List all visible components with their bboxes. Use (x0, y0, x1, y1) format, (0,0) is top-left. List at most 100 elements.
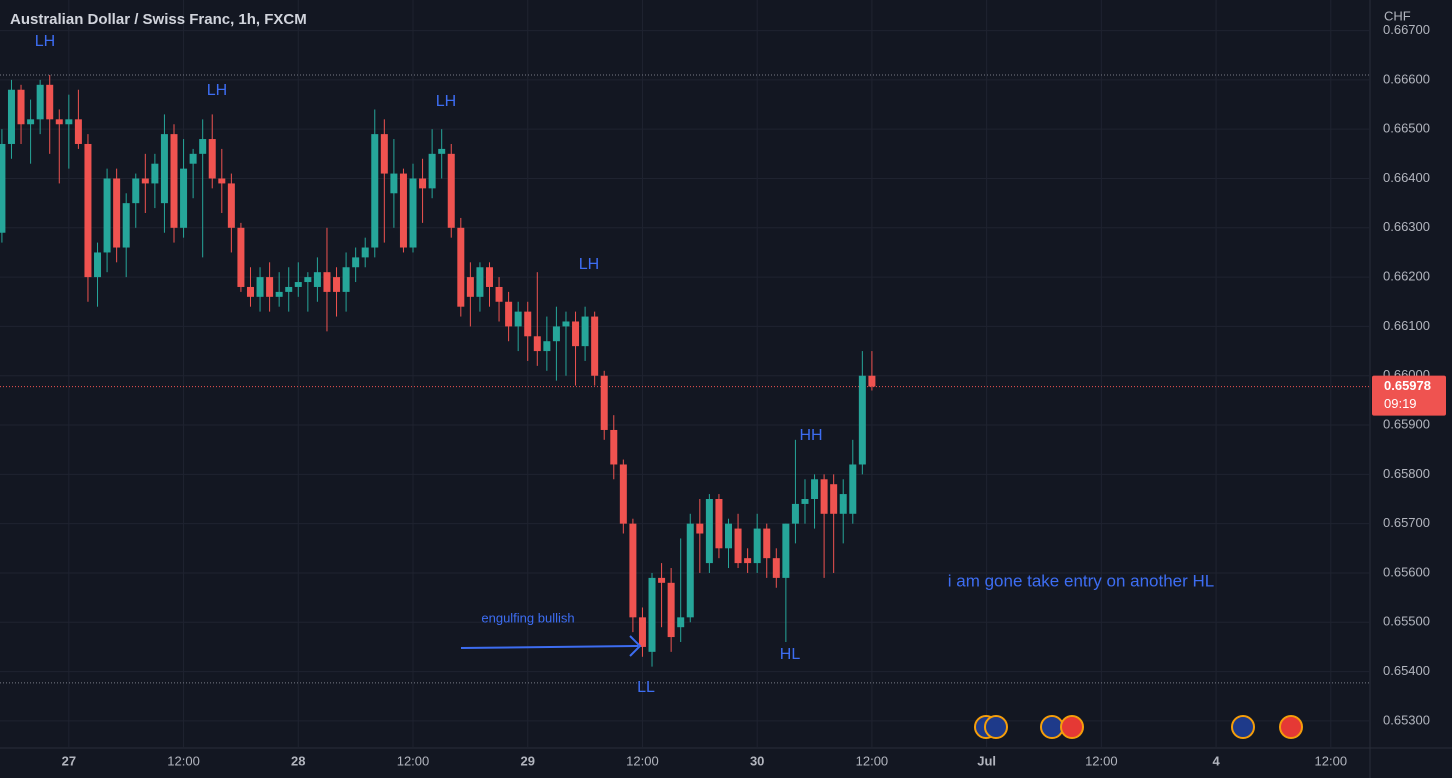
flag-icon[interactable] (1231, 715, 1255, 739)
candle-body (27, 119, 35, 125)
candle-body (543, 341, 551, 352)
candle-body (7, 89, 15, 144)
currency: CHF (1384, 8, 1411, 23)
candle-body (36, 84, 44, 120)
x-tick-label: 30 (750, 753, 764, 768)
flag-icon[interactable] (1040, 715, 1064, 739)
candle-body (791, 503, 799, 524)
y-tick-label: 0.65300 (1383, 712, 1430, 727)
candle-body (55, 119, 63, 125)
candle-body (629, 523, 637, 618)
candle-body (438, 148, 446, 154)
candle-body (677, 617, 685, 628)
y-tick-label: 0.66300 (1383, 219, 1430, 234)
annotation: LH (207, 82, 227, 99)
candle-body (811, 479, 819, 499)
y-tick-label: 0.66700 (1383, 22, 1430, 37)
candle-body (619, 464, 627, 524)
candle-body (572, 321, 580, 347)
x-tick-label: 12:00 (856, 753, 889, 768)
y-tick-label: 0.66200 (1383, 269, 1430, 284)
candle-body (84, 143, 92, 278)
candle-body (476, 267, 484, 297)
candle-body (782, 523, 790, 578)
price-label: 0.65978 (1384, 378, 1431, 393)
x-tick-label: 12:00 (397, 753, 430, 768)
candle-body (552, 326, 560, 342)
annotation: engulfing bullish (481, 610, 574, 625)
candle-body (849, 464, 857, 514)
candle-body (218, 178, 226, 184)
candle-body (199, 139, 207, 154)
annotation: LL (637, 679, 655, 696)
candle-body (581, 316, 589, 347)
candle-body (237, 227, 245, 287)
candle-body (122, 203, 130, 248)
candle-body (524, 311, 532, 337)
annotation: i am gone take entry on another HL (948, 571, 1215, 590)
candle-body (266, 277, 274, 297)
candle-body (361, 247, 369, 258)
candle-body (457, 227, 465, 307)
candle-body (724, 523, 732, 549)
candle-body (753, 528, 761, 564)
candle-body (294, 282, 302, 287)
price-label-bg (1372, 375, 1446, 416)
candle-body (648, 577, 656, 652)
candle-body (227, 183, 235, 228)
candle-body (466, 277, 474, 297)
flag-icon[interactable] (1060, 715, 1084, 739)
y-tick-label: 0.66400 (1383, 170, 1430, 185)
candle-body (696, 523, 704, 534)
candle-body (246, 286, 254, 297)
candle-body (705, 498, 713, 564)
candle-body (46, 84, 54, 120)
candle-body (94, 252, 102, 278)
x-tick-label: 29 (520, 753, 534, 768)
candle-body (763, 528, 771, 559)
y-tick-label: 0.65700 (1383, 515, 1430, 530)
candle-body (352, 257, 360, 268)
candle-body (858, 375, 866, 465)
flag-icon[interactable] (1279, 715, 1303, 739)
annotation: LH (35, 33, 55, 50)
candle-body (285, 286, 293, 292)
candle-body (275, 291, 283, 297)
candle-body (103, 178, 111, 253)
candle-body (17, 89, 25, 125)
candle-body (371, 134, 379, 248)
candle-body (600, 375, 608, 430)
y-tick-label: 0.65900 (1383, 416, 1430, 431)
y-tick-label: 0.66500 (1383, 121, 1430, 136)
candle-body (65, 119, 73, 125)
candle-body (74, 119, 82, 144)
arrow (460, 645, 639, 649)
candle-body (390, 173, 398, 194)
candle-body (323, 272, 331, 292)
candle-body (505, 301, 513, 327)
candle-body (638, 617, 646, 647)
chart-title: Australian Dollar / Swiss Franc, 1h, FXC… (10, 11, 307, 28)
event-icons (974, 715, 1303, 739)
candle-body (715, 498, 723, 549)
x-tick-label: 12:00 (1315, 753, 1348, 768)
annotation: HL (780, 646, 801, 663)
x-tick-label: 28 (291, 753, 305, 768)
candle-body (428, 153, 436, 189)
candle-body (170, 134, 178, 228)
candle-body (447, 153, 455, 228)
countdown: 09:19 (1384, 396, 1417, 411)
annotation: HH (799, 427, 822, 444)
flag-icon[interactable] (984, 715, 1008, 739)
candle-body (514, 311, 522, 327)
y-tick-label: 0.65600 (1383, 564, 1430, 579)
candle-body (304, 277, 312, 283)
candle-body (801, 498, 809, 504)
candle-body (399, 173, 407, 248)
candle-body (141, 178, 149, 184)
candle-body (333, 277, 341, 292)
candle-body (485, 267, 493, 287)
candle-body (839, 494, 847, 514)
candle-body (380, 134, 388, 174)
